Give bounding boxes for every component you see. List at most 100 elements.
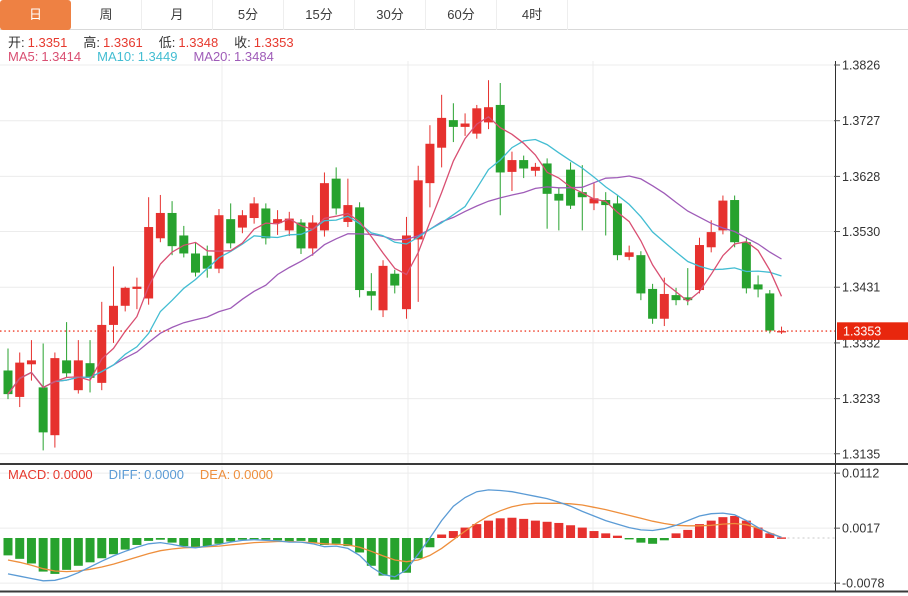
macd-hist-bar [15, 538, 25, 559]
macd-hist-bar [577, 527, 587, 538]
ma10-value: 1.3449 [137, 49, 178, 64]
candle-body [507, 160, 517, 172]
macd-hist-bar [132, 538, 142, 545]
macd-hist-bar [718, 517, 728, 538]
macd-hist-bar [355, 538, 365, 553]
candle-body [132, 286, 142, 289]
axis-label: 1.3628 [842, 170, 880, 184]
macd-hist-bar [706, 520, 716, 538]
tab-4hour[interactable]: 4时 [497, 0, 568, 30]
macd-hist-bar [378, 538, 388, 576]
candle-body [366, 291, 376, 296]
candle-body [706, 232, 716, 248]
macd-hist-bar [530, 520, 540, 538]
candle-body [612, 203, 622, 256]
macd-hist-bar [308, 538, 318, 543]
ma20-label: MA20: [193, 49, 232, 64]
candle-body [495, 104, 505, 173]
low-value: 1.3348 [178, 35, 219, 50]
candle-body [765, 293, 775, 331]
macd-hist-bar [155, 538, 165, 540]
candle-body [62, 360, 72, 374]
candle-body [284, 218, 294, 231]
macd-hist-bar [38, 538, 48, 572]
macd-value: 0.0000 [52, 467, 93, 482]
tab-30min[interactable]: 30分 [355, 0, 426, 30]
candle-body [401, 235, 411, 310]
macd-hist-bar [437, 534, 447, 538]
macd-hist-bar [753, 527, 763, 538]
macd-hist-bar [108, 538, 118, 555]
ohlc-info-bar: 开: 1.3351 高: 1.3361 低: 1.3348 收: 1.3353 [8, 32, 297, 51]
axis-label: 1.3826 [842, 59, 880, 73]
macd-hist-bar [636, 538, 646, 543]
candle-body [202, 255, 212, 269]
candle-body [38, 387, 48, 433]
macd-hist-bar [612, 535, 622, 538]
candle-body [331, 178, 341, 209]
candle-body [659, 293, 669, 319]
axis-label: 1.3135 [842, 447, 880, 461]
candle-body [226, 219, 236, 244]
candlestick-chart-svg[interactable]: 1.3826 1.3727 1.3628 1.3530 1.3431 1.3332 1.32… [0, 30, 908, 596]
candle-body [179, 235, 189, 254]
axis-label: -0.0078 [842, 577, 884, 591]
macd-label: MACD: [8, 467, 50, 482]
candle-body [237, 215, 247, 228]
ma20-value: 1.3484 [234, 49, 274, 64]
candle-body [519, 160, 529, 169]
candle-body [85, 363, 95, 378]
macd-hist-bar [730, 515, 740, 538]
macd-hist-bar [319, 538, 329, 545]
candle-body [120, 287, 130, 306]
candle-body [413, 180, 423, 240]
candle-body [390, 273, 400, 286]
macd-hist-bar [3, 538, 13, 556]
macd-info-bar: MACD: 0.0000 DIFF: 0.0000 DEA: 0.0000 [8, 467, 276, 482]
high-value: 1.3361 [103, 35, 143, 50]
macd-hist-bar [495, 518, 505, 538]
axis-label: 0.0017 [842, 522, 880, 536]
current-price-tag-label: 1.3353 [843, 325, 881, 339]
high-label: 高: [83, 35, 101, 50]
macd-hist-bar [777, 537, 787, 539]
macd-hist-bar [425, 538, 435, 548]
candle-body [448, 120, 458, 127]
candle-body [108, 305, 118, 325]
candle-body [577, 192, 587, 198]
macd-hist-bar [50, 538, 60, 574]
diff-label: DIFF: [108, 467, 142, 482]
candle-body [460, 123, 470, 127]
tab-5min[interactable]: 5分 [213, 0, 284, 30]
macd-hist-bar [741, 520, 751, 538]
candle-body [530, 166, 540, 171]
tab-week[interactable]: 周 [71, 0, 142, 30]
macd-hist-bar [26, 538, 36, 564]
candle-body [624, 252, 634, 257]
dea-label: DEA: [199, 467, 231, 482]
macd-hist-bar [671, 533, 681, 538]
timeframe-tabbar: 日周月 5分 15分 30分 60分 4时 [0, 0, 908, 30]
candle-body [15, 362, 25, 397]
chart-area[interactable]: 1.3826 1.3727 1.3628 1.3530 1.3431 1.3332 1.32… [0, 30, 908, 596]
macd-hist-bar [390, 538, 400, 580]
macd-hist-bar [237, 538, 247, 540]
macd-hist-bar [694, 524, 704, 538]
macd-hist-bar [460, 527, 470, 538]
axis-label: 0.0112 [842, 467, 879, 481]
tab-15min[interactable]: 15分 [284, 0, 355, 30]
macd-hist-bar [249, 538, 259, 540]
macd-hist-bar [179, 538, 189, 547]
candle-body [3, 370, 13, 395]
candle-body [319, 183, 329, 231]
macd-hist-bar [683, 529, 693, 538]
tab-day[interactable]: 日 [0, 0, 71, 30]
ma20-line [7, 175, 782, 395]
macd-hist-bar [448, 531, 458, 538]
macd-hist-bar [472, 524, 482, 538]
macd-hist-bar [120, 538, 130, 550]
candle-body [296, 222, 306, 249]
candle-body [741, 242, 751, 289]
tab-60min[interactable]: 60分 [426, 0, 497, 30]
tab-month[interactable]: 月 [142, 0, 213, 30]
